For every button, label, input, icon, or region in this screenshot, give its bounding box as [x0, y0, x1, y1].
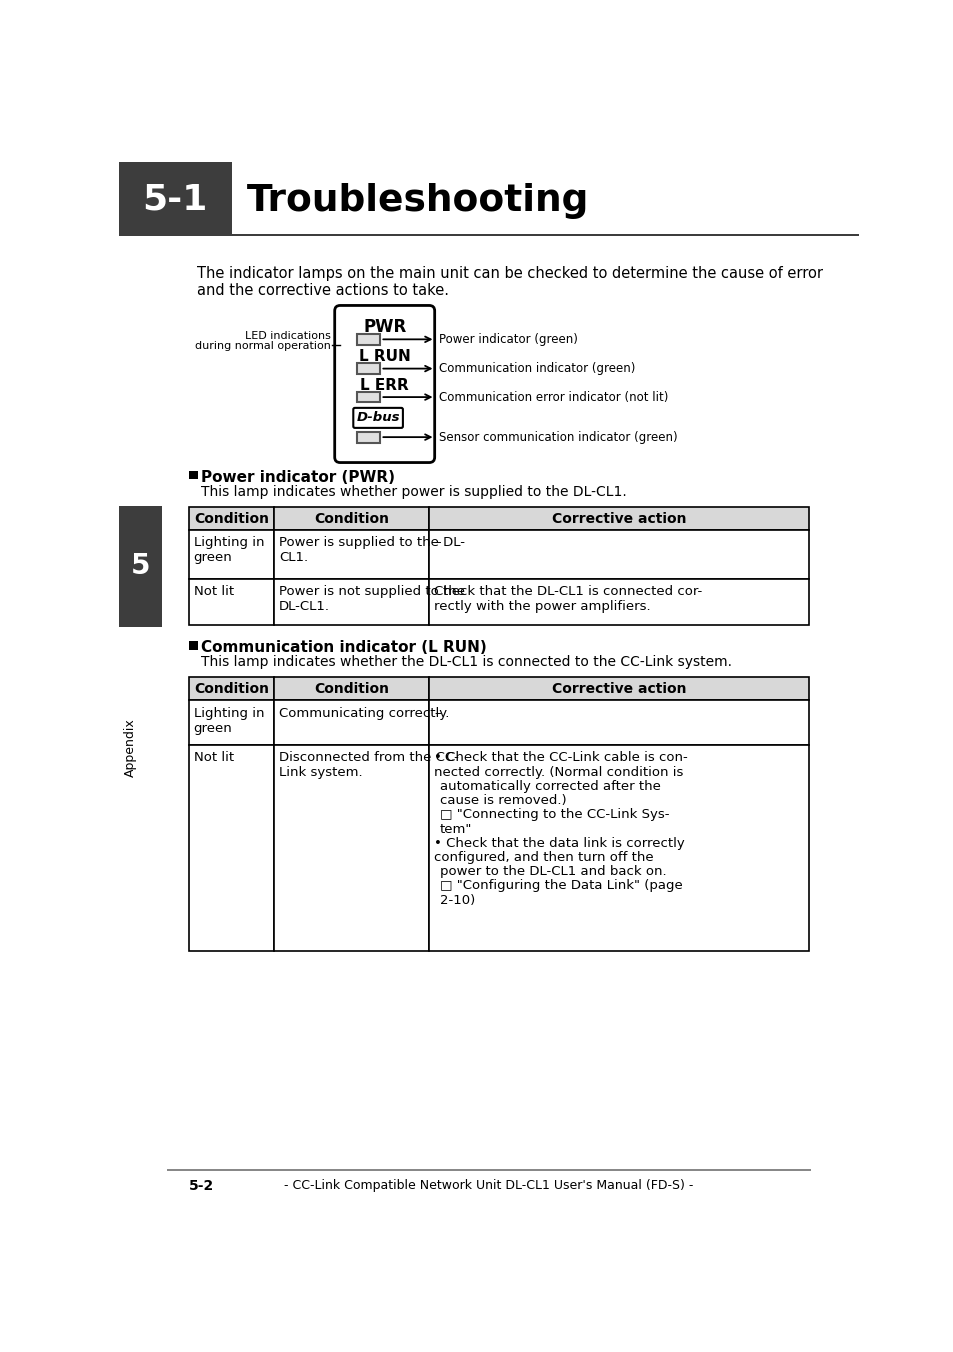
Text: Communication indicator (green): Communication indicator (green) [438, 362, 635, 375]
Text: PWR: PWR [363, 318, 406, 335]
Text: Appendix: Appendix [124, 718, 136, 777]
Bar [356, 431, 380, 442]
Bar [356, 392, 380, 403]
Text: - CC-Link Compatible Network Unit DL-CL1 User's Manual (FD-S) -: - CC-Link Compatible Network Unit DL-CL1… [284, 1179, 693, 1191]
Text: This lamp indicates whether the DL-CL1 is connected to the CC-Link system.: This lamp indicates whether the DL-CL1 i… [201, 654, 732, 669]
Bar [189, 507, 274, 530]
Bar [274, 507, 429, 530]
Text: 5-1: 5-1 [142, 183, 208, 216]
Text: Condition: Condition [193, 681, 269, 696]
Text: 5-2: 5-2 [189, 1179, 214, 1192]
Text: Corrective action: Corrective action [551, 512, 685, 526]
Text: Condition: Condition [314, 512, 389, 526]
Text: L RUN: L RUN [358, 349, 410, 364]
Bar [429, 579, 808, 625]
Text: during normal operation: during normal operation [194, 341, 331, 352]
Text: –: – [434, 707, 440, 719]
Text: configured, and then turn off the: configured, and then turn off the [434, 850, 653, 864]
Text: 2-10): 2-10) [439, 894, 475, 907]
Text: Check that the DL-CL1 is connected cor-
rectly with the power amplifiers.: Check that the DL-CL1 is connected cor- … [434, 585, 701, 612]
Text: Communication indicator (L RUN): Communication indicator (L RUN) [201, 641, 487, 656]
Bar [429, 700, 808, 745]
Bar [232, 162, 858, 235]
Bar [189, 530, 274, 579]
Text: Lighting in
green: Lighting in green [193, 537, 264, 565]
Bar [119, 234, 858, 237]
Text: power to the DL-CL1 and back on.: power to the DL-CL1 and back on. [439, 865, 666, 879]
Bar [189, 579, 274, 625]
FancyBboxPatch shape [335, 306, 435, 462]
Text: D-bus: D-bus [356, 411, 399, 425]
Text: Not lit: Not lit [193, 585, 233, 598]
Text: • Check that the data link is correctly: • Check that the data link is correctly [434, 837, 684, 850]
Text: • Check that the CC-Link cable is con-: • Check that the CC-Link cable is con- [434, 752, 687, 764]
Text: □ "Connecting to the CC-Link Sys-: □ "Connecting to the CC-Link Sys- [439, 808, 669, 821]
Text: automatically corrected after the: automatically corrected after the [439, 780, 660, 792]
Bar [119, 506, 162, 626]
Bar [356, 364, 380, 375]
Bar [429, 507, 808, 530]
Bar [119, 162, 232, 235]
Text: Condition: Condition [314, 681, 389, 696]
Bar [189, 470, 197, 480]
Text: Disconnected from the CC-
Link system.: Disconnected from the CC- Link system. [278, 752, 458, 779]
Bar [189, 677, 274, 700]
Text: Power is supplied to the DL-
CL1.: Power is supplied to the DL- CL1. [278, 537, 464, 565]
Text: –: – [434, 537, 440, 549]
Text: L ERR: L ERR [360, 377, 409, 393]
Text: □ "Configuring the Data Link" (page: □ "Configuring the Data Link" (page [439, 880, 682, 892]
Text: This lamp indicates whether power is supplied to the DL-CL1.: This lamp indicates whether power is sup… [201, 485, 626, 499]
Bar [274, 579, 429, 625]
Text: cause is removed.): cause is removed.) [439, 794, 566, 807]
FancyBboxPatch shape [353, 408, 402, 427]
Bar [189, 641, 197, 650]
Bar [189, 700, 274, 745]
Bar [274, 677, 429, 700]
Text: Condition: Condition [193, 512, 269, 526]
Text: LED indications: LED indications [245, 331, 331, 341]
Text: Lighting in
green: Lighting in green [193, 707, 264, 734]
Text: nected correctly. (Normal condition is: nected correctly. (Normal condition is [434, 765, 682, 779]
Bar [429, 530, 808, 579]
Text: Power is not supplied to the
DL-CL1.: Power is not supplied to the DL-CL1. [278, 585, 464, 612]
Text: 5: 5 [131, 552, 150, 580]
Bar [429, 677, 808, 700]
Text: Not lit: Not lit [193, 752, 233, 764]
Bar [274, 530, 429, 579]
Text: Troubleshooting: Troubleshooting [247, 183, 589, 219]
Bar [274, 745, 429, 952]
Text: Power indicator (green): Power indicator (green) [438, 333, 577, 346]
Text: Sensor communication indicator (green): Sensor communication indicator (green) [438, 431, 677, 443]
Bar [429, 745, 808, 952]
Bar [274, 700, 429, 745]
Text: tem": tem" [439, 822, 472, 836]
Bar [119, 162, 858, 226]
Text: and the corrective actions to take.: and the corrective actions to take. [196, 283, 448, 299]
Bar [356, 334, 380, 345]
Text: Corrective action: Corrective action [551, 681, 685, 696]
Text: Power indicator (PWR): Power indicator (PWR) [201, 470, 395, 485]
Text: The indicator lamps on the main unit can be checked to determine the cause of er: The indicator lamps on the main unit can… [196, 266, 821, 281]
Text: Communication error indicator (not lit): Communication error indicator (not lit) [438, 391, 667, 404]
Bar [189, 745, 274, 952]
Text: Communicating correctly.: Communicating correctly. [278, 707, 449, 719]
